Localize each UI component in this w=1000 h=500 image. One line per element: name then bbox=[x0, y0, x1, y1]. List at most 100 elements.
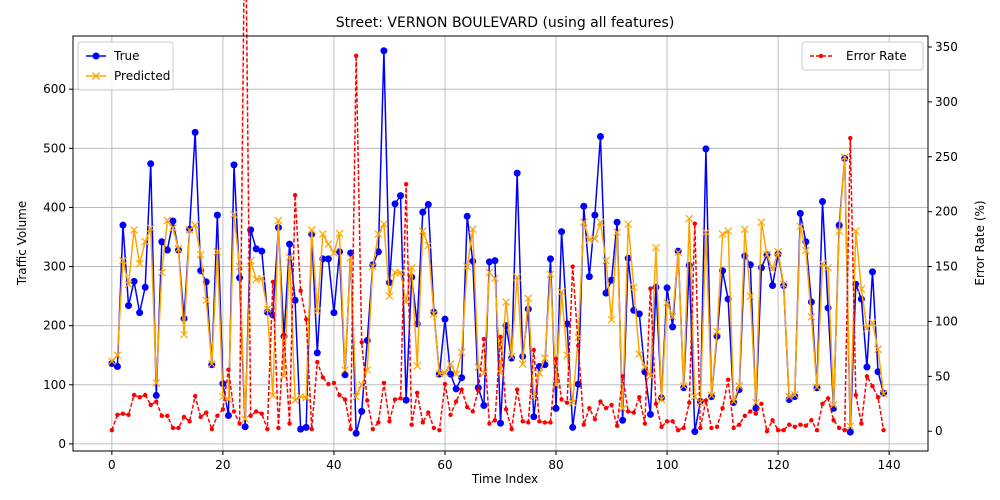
data-point-error-rate bbox=[237, 421, 242, 426]
data-point-error-rate bbox=[137, 395, 142, 400]
data-point-predicted bbox=[468, 225, 477, 234]
data-point-error-rate bbox=[437, 427, 442, 433]
data-point-true bbox=[213, 211, 221, 219]
data-point-true bbox=[291, 296, 299, 304]
data-point-true bbox=[674, 247, 682, 255]
data-point-error-rate bbox=[420, 420, 425, 425]
data-point-error-rate bbox=[126, 412, 131, 417]
data-point-true bbox=[585, 273, 593, 281]
data-point-error-rate bbox=[637, 395, 642, 400]
data-point-error-rate bbox=[781, 427, 786, 433]
data-point-predicted bbox=[868, 318, 877, 327]
data-point-error-rate bbox=[576, 343, 581, 348]
data-point-error-rate bbox=[259, 411, 264, 416]
data-point-error-rate bbox=[453, 399, 459, 404]
data-point-predicted bbox=[685, 214, 694, 223]
data-point-error-rate bbox=[142, 392, 148, 398]
data-point-predicted bbox=[257, 274, 266, 283]
data-point-predicted bbox=[879, 389, 888, 398]
data-point-predicted bbox=[785, 392, 794, 401]
data-point-error-rate bbox=[159, 413, 165, 419]
data-point-error-rate bbox=[265, 426, 270, 432]
data-point-predicted bbox=[124, 280, 133, 289]
data-point-error-rate bbox=[564, 400, 570, 405]
data-point-predicted bbox=[307, 225, 316, 234]
data-point-predicted bbox=[379, 220, 388, 228]
data-point-true bbox=[707, 393, 715, 401]
data-point-predicted bbox=[119, 256, 127, 265]
data-point-true bbox=[141, 283, 149, 291]
data-point-error-rate bbox=[365, 398, 370, 403]
data-point-predicted bbox=[807, 312, 816, 321]
data-point-predicted bbox=[740, 225, 749, 234]
data-point-error-rate bbox=[154, 399, 159, 404]
data-point-error-rate bbox=[775, 427, 781, 433]
data-point-error-rate bbox=[309, 426, 314, 432]
data-point-true bbox=[863, 363, 871, 371]
data-point-error-rate bbox=[181, 414, 187, 420]
data-point-true bbox=[297, 425, 305, 433]
data-point-error-rate bbox=[187, 419, 192, 424]
data-point-error-rate bbox=[737, 422, 742, 427]
data-point-error-rate bbox=[209, 426, 214, 432]
data-point-error-rate bbox=[664, 419, 670, 424]
data-point-error-rate bbox=[653, 401, 659, 406]
data-point-error-rate bbox=[498, 334, 503, 340]
data-point-predicted bbox=[418, 227, 427, 236]
data-point-error-rate bbox=[681, 425, 686, 431]
data-point-error-rate bbox=[609, 402, 614, 408]
data-point-error-rate bbox=[625, 409, 631, 414]
data-point-error-rate bbox=[176, 425, 181, 431]
data-point-error-rate bbox=[292, 192, 298, 198]
series-error-rate bbox=[109, 0, 886, 434]
data-point-error-rate bbox=[570, 264, 575, 269]
data-point-true bbox=[546, 255, 554, 263]
data-point-error-rate bbox=[248, 413, 253, 419]
data-point-error-rate bbox=[431, 425, 437, 431]
data-point-predicted bbox=[196, 250, 205, 259]
data-point-error-rate bbox=[348, 426, 353, 432]
y2-tick-label: 250 bbox=[935, 150, 958, 164]
data-point-error-rate bbox=[370, 426, 376, 432]
data-point-true bbox=[796, 209, 804, 217]
data-point-error-rate bbox=[287, 421, 292, 426]
data-point-true bbox=[313, 349, 321, 357]
data-point-true bbox=[552, 404, 560, 412]
data-point-predicted bbox=[513, 273, 522, 282]
legend-error-marker bbox=[818, 53, 824, 59]
data-point-predicted bbox=[696, 398, 705, 407]
data-point-error-rate bbox=[376, 420, 381, 425]
data-point-error-rate bbox=[764, 429, 770, 434]
data-point-true bbox=[447, 370, 455, 378]
data-point-predicted bbox=[424, 241, 433, 250]
y2-tick-label: 50 bbox=[935, 369, 950, 383]
data-point-true bbox=[513, 169, 521, 177]
data-point-error-rate bbox=[165, 413, 170, 419]
data-point-error-rate bbox=[198, 414, 203, 420]
x-tick-label: 120 bbox=[767, 458, 790, 472]
y-tick-label: 400 bbox=[43, 200, 66, 214]
data-point-true bbox=[169, 217, 177, 225]
data-point-predicted bbox=[857, 285, 866, 293]
data-point-predicted bbox=[291, 396, 300, 405]
data-point-predicted bbox=[629, 283, 638, 292]
data-point-predicted bbox=[135, 259, 144, 268]
data-point-error-rate bbox=[426, 410, 431, 415]
data-point-error-rate bbox=[509, 426, 514, 432]
data-point-error-rate bbox=[581, 422, 586, 427]
y2-tick-label: 200 bbox=[935, 205, 958, 219]
data-point-predicted bbox=[413, 361, 422, 370]
data-point-predicted bbox=[507, 352, 516, 361]
data-point-predicted bbox=[607, 315, 616, 324]
x-tick-label: 0 bbox=[108, 458, 116, 472]
legend-left: True Predicted bbox=[77, 41, 174, 91]
data-point-predicted bbox=[452, 370, 461, 379]
data-point-predicted bbox=[768, 265, 777, 274]
data-point-true bbox=[163, 246, 171, 254]
data-point-error-rate bbox=[131, 392, 137, 398]
legend-right-box bbox=[801, 41, 924, 71]
data-point-error-rate bbox=[231, 409, 237, 414]
series-lines bbox=[107, 0, 888, 437]
data-point-true bbox=[341, 371, 349, 379]
data-point-predicted bbox=[191, 221, 200, 230]
